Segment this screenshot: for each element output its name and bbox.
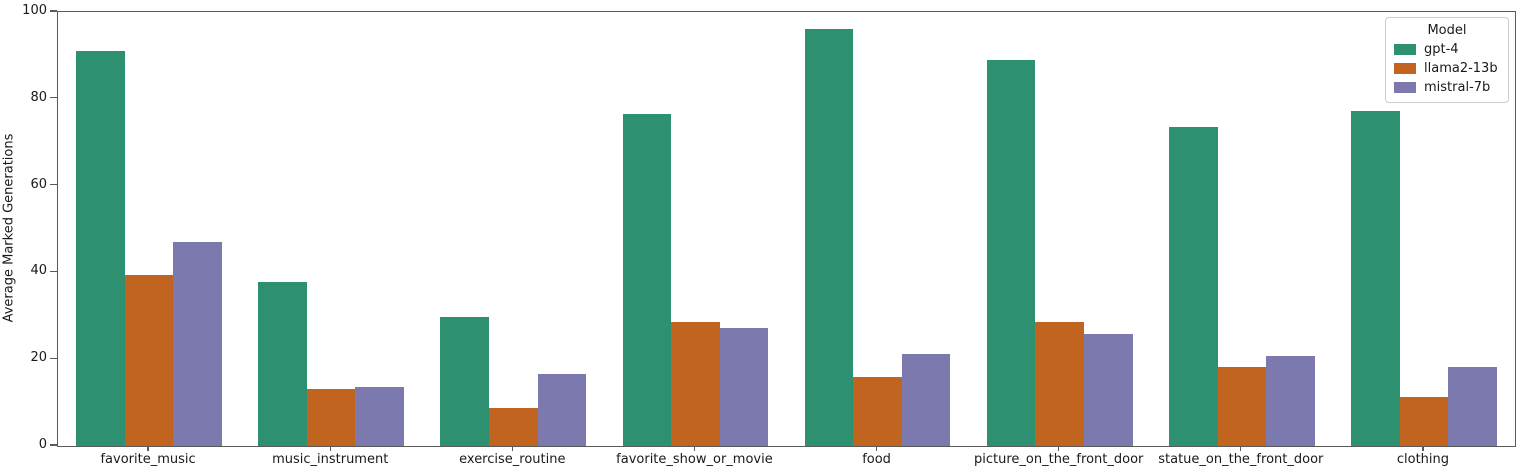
x-tick-mark xyxy=(329,446,331,451)
y-tick-label: 20 xyxy=(30,350,47,366)
bar-gpt-4 xyxy=(1168,127,1218,446)
bar-llama2-13b xyxy=(853,377,902,446)
x-tick-mark xyxy=(1240,446,1242,451)
y-tick-label: 60 xyxy=(30,176,47,192)
bar-mistral-7b xyxy=(719,328,769,446)
x-tick-label: statue_on_the_front_door xyxy=(1158,452,1324,467)
y-tick-label: 40 xyxy=(30,263,47,279)
bar-gpt-4 xyxy=(440,317,490,446)
bar-mistral-7b xyxy=(1266,355,1315,446)
y-axis-label: Average Marked Generations xyxy=(1,133,17,323)
y-tick-mark xyxy=(50,10,57,12)
x-tick-mark xyxy=(693,446,696,451)
legend-entry: mistral-7b xyxy=(1394,80,1500,95)
y-tick-label: 100 xyxy=(22,3,47,18)
bar-gpt-4 xyxy=(258,282,307,446)
legend-label: mistral-7b xyxy=(1424,80,1491,95)
bar-llama2-13b xyxy=(489,408,538,446)
y-tick-mark xyxy=(50,184,57,186)
bar-llama2-13b xyxy=(1399,396,1449,446)
y-tick-mark xyxy=(50,97,57,99)
bar-gpt-4 xyxy=(986,59,1036,446)
bar-mistral-7b xyxy=(1448,367,1497,446)
bar-llama2-13b xyxy=(306,389,356,446)
bar-mistral-7b xyxy=(173,242,222,446)
y-tick-mark xyxy=(50,444,57,446)
bar-llama2-13b xyxy=(671,321,720,446)
x-tick-label: favorite_music xyxy=(100,452,196,467)
bar-gpt-4 xyxy=(804,29,854,446)
bar-gpt-4 xyxy=(76,51,125,446)
legend-entry: gpt-4 xyxy=(1394,42,1500,57)
x-tick-label: clothing xyxy=(1396,452,1450,467)
x-tick-mark xyxy=(1422,446,1424,451)
x-tick-mark xyxy=(511,446,513,451)
x-tick-mark xyxy=(1058,446,1060,451)
legend-label: gpt-4 xyxy=(1424,42,1459,57)
legend-entries: gpt-4 llama2-13b mistral-7b xyxy=(1394,42,1500,95)
x-tick-label: food xyxy=(862,452,891,467)
x-tick-label: exercise_routine xyxy=(459,452,566,467)
bar-mistral-7b xyxy=(355,386,405,446)
x-tick-label: music_instrument xyxy=(272,452,389,467)
x-tick-mark xyxy=(147,446,149,451)
legend-swatch-llama2-13b xyxy=(1394,63,1416,74)
bar-gpt-4 xyxy=(622,114,672,446)
bar-llama2-13b xyxy=(1035,321,1084,446)
y-tick-label: 80 xyxy=(30,89,47,105)
x-tick-label: picture_on_the_front_door xyxy=(974,452,1144,467)
x-tick-mark xyxy=(875,446,878,451)
legend-swatch-mistral-7b xyxy=(1394,82,1416,93)
bar-mistral-7b xyxy=(537,373,587,446)
y-tick-label: 0 xyxy=(38,437,47,452)
x-tick-label: favorite_show_or_movie xyxy=(616,452,773,467)
bar-mistral-7b xyxy=(1083,333,1133,446)
bar-llama2-13b xyxy=(124,274,174,446)
plot-area xyxy=(57,11,1516,447)
y-tick-mark xyxy=(50,357,57,359)
legend: Model gpt-4 llama2-13b mistral-7b xyxy=(1385,17,1509,103)
y-tick-mark xyxy=(50,270,57,272)
bar-mistral-7b xyxy=(901,354,951,446)
bar-gpt-4 xyxy=(1351,110,1400,446)
legend-swatch-gpt-4 xyxy=(1394,44,1416,55)
legend-title: Model xyxy=(1427,23,1467,38)
bar-llama2-13b xyxy=(1217,367,1267,446)
legend-label: llama2-13b xyxy=(1424,61,1498,76)
legend-entry: llama2-13b xyxy=(1394,61,1500,76)
